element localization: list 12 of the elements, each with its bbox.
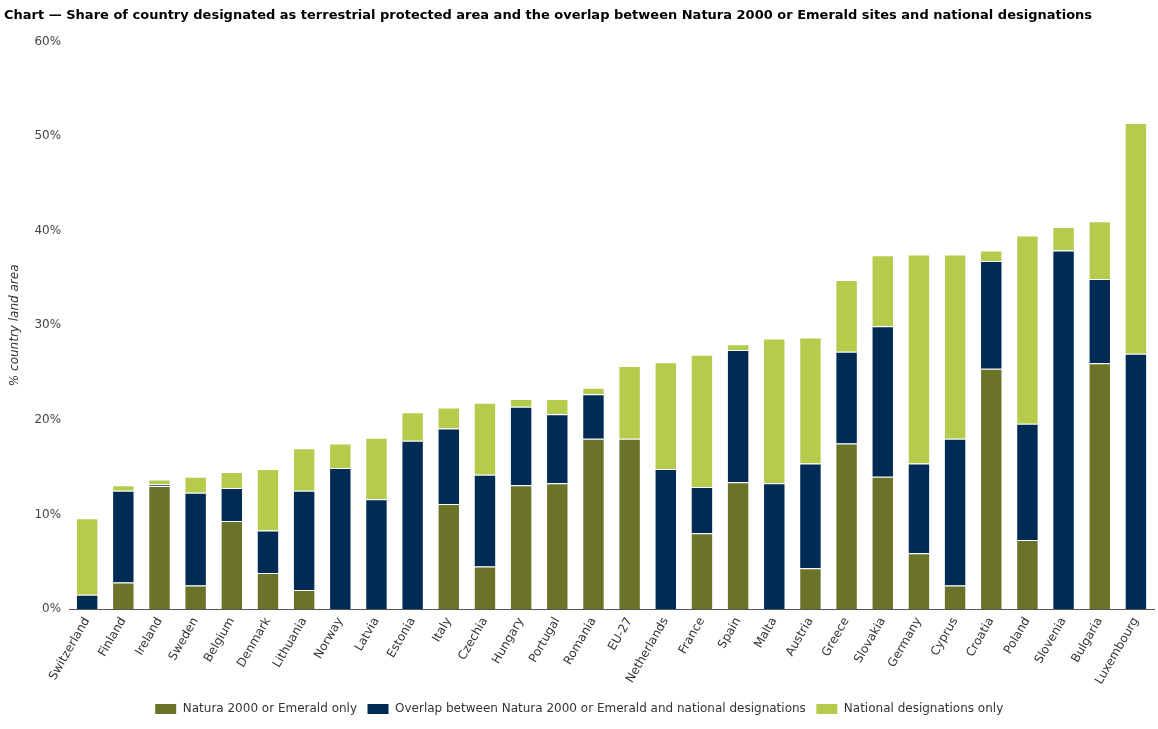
y-tick-label: 20% (34, 412, 62, 427)
y-tick-label: 40% (34, 222, 62, 237)
chart-title: Chart — Share of country designated as terrestrial protected area and the overlap between Natura 2000 or Emerald sites and national designations (4, 7, 1093, 23)
y-tick-label: 50% (34, 128, 62, 143)
y-tick-label: 10% (34, 506, 62, 521)
legend-label: Overlap between Natura 2000 or Emerald and national designations (395, 701, 806, 716)
y-tick-label: 30% (34, 317, 62, 332)
y-axis-title: % country land area (7, 264, 22, 387)
y-tick-label: 0% (42, 601, 62, 616)
legend-label: Natura 2000 or Emerald only (182, 701, 358, 716)
y-tick-label: 60% (34, 33, 62, 48)
legend-label: National designations only (843, 701, 1004, 716)
